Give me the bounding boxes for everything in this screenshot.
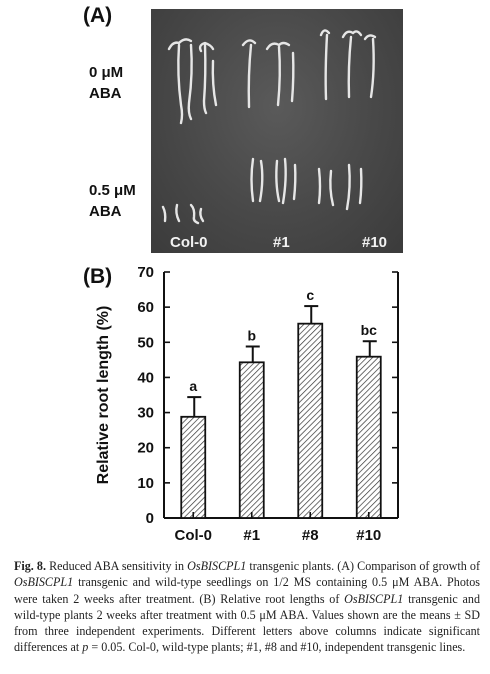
- significance-letter: c: [306, 287, 314, 303]
- photo-label-line10: #10: [362, 234, 388, 251]
- photo-label-line1: #1: [273, 234, 290, 251]
- bar-chart-svg: 0 10 20 30 40 50 60 70 Relative root length (%) a…: [95, 264, 399, 544]
- gene-name: OsBISCPL1: [14, 575, 74, 590]
- y-tick-label: 70: [137, 264, 154, 281]
- x-tick-label: #8: [302, 527, 319, 544]
- caption-text: = 0.05. Col-0, wild-type plants; #1, #8 …: [88, 640, 466, 655]
- significance-letter: bc: [361, 322, 378, 338]
- figure-number: Fig. 8.: [14, 559, 46, 573]
- condition-label-0uM: 0 μM ABA: [89, 62, 123, 104]
- seedling-group-line10-control: [319, 29, 377, 101]
- root-length-chart: 0 10 20 30 40 50 60 70 Relative root length (%) a…: [0, 260, 490, 550]
- x-tick-label: Col-0: [175, 527, 213, 544]
- y-tick-label: 30: [137, 405, 154, 422]
- seedling-photo: [151, 9, 403, 253]
- condition-concentration: 0 μM: [89, 64, 124, 81]
- seedling-group-col0-control: [167, 38, 218, 125]
- seedling-group-line1-control: [241, 39, 295, 109]
- bar: [297, 322, 324, 519]
- bar: [355, 355, 382, 519]
- y-axis-title: Relative root length (%): [95, 306, 112, 485]
- panel-b-label: (B): [83, 265, 113, 288]
- significance-letter: b: [247, 328, 256, 344]
- y-tick-label: 40: [137, 369, 154, 386]
- panel-a-label: (A): [83, 4, 113, 27]
- y-tick-label: 0: [146, 510, 154, 527]
- condition-concentration: 0.5 μM: [89, 182, 136, 199]
- figure-caption: Fig. 8. Reduced ABA sensitivity in OsBIS…: [14, 558, 480, 656]
- gene-name: OsBISCPL1: [344, 591, 404, 606]
- seedling-group-line10-aba: [317, 163, 363, 211]
- gene-name: OsBISCPL1: [187, 559, 247, 573]
- y-tick-label: 10: [137, 475, 154, 492]
- caption-text: transgenic and wild-type plants 2 weeks …: [14, 591, 480, 655]
- y-tick-label: 50: [137, 334, 154, 351]
- x-tick-label: #1: [243, 527, 260, 544]
- condition-label-05uM: 0.5 μM ABA: [89, 180, 136, 222]
- caption-text: transgenic and wild-type seedlings on 1/…: [14, 575, 480, 606]
- seedling-group-line1-aba: [250, 157, 297, 205]
- x-tick-label: #10: [356, 527, 381, 544]
- seedlings-drawing: [161, 29, 377, 225]
- bar: [238, 361, 265, 519]
- bar: [180, 415, 207, 519]
- y-tick-label: 60: [137, 299, 154, 316]
- caption-text: Reduced ABA sensitivity in: [46, 559, 188, 573]
- y-tick-label: 20: [137, 440, 154, 457]
- p-value-symbol: p: [82, 640, 89, 655]
- photo-label-col0: Col-0: [170, 234, 208, 251]
- caption-text: transgenic plants. (A) Comparison of gro…: [246, 559, 480, 573]
- condition-compound: ABA: [89, 85, 122, 102]
- significance-letter: a: [189, 378, 197, 394]
- seedling-group-col0-aba: [161, 203, 205, 225]
- condition-compound: ABA: [89, 203, 122, 220]
